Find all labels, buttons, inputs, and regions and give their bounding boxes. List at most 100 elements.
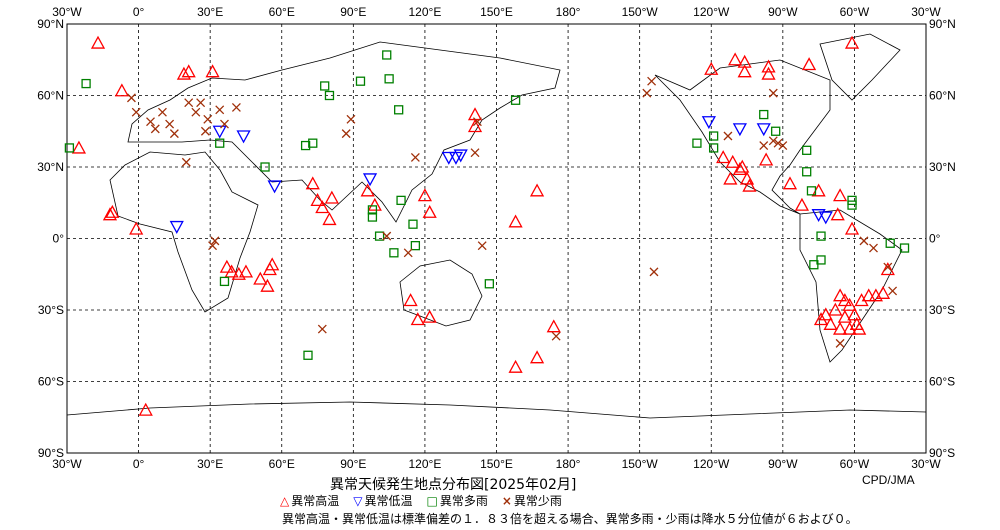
- longitude-label: 180°: [556, 457, 581, 471]
- heavy-precip-marker: [367, 205, 378, 215]
- heavy-precip-marker: [708, 131, 719, 141]
- latitude-label: 60°N: [929, 89, 956, 103]
- high-temp-marker: [732, 162, 747, 176]
- latitude-label: 90°S: [929, 446, 955, 460]
- africa-outline: [109, 151, 259, 313]
- heavy-precip-marker: [389, 248, 399, 258]
- heavy-precip-marker: [847, 195, 857, 206]
- heavy-precip-marker: [759, 109, 769, 120]
- high-temp-marker: [833, 288, 848, 302]
- low-temp-marker: [818, 211, 833, 225]
- light-precip-marker: [150, 124, 160, 134]
- south-america-outline: [799, 209, 903, 363]
- heavy-precip-marker: [394, 105, 404, 115]
- light-precip-marker: [410, 153, 420, 162]
- heavy-precip-marker: [219, 276, 230, 287]
- heavy-precip-marker: [81, 78, 91, 89]
- high-temp-marker: [854, 293, 869, 307]
- graticule: [67, 24, 926, 453]
- light-precip-marker: [346, 114, 356, 124]
- high-temp-marker: [842, 321, 857, 335]
- longitude-label: 120°W: [693, 457, 730, 471]
- heavy-precip-marker: [408, 219, 418, 229]
- high-temp-marker: [508, 214, 523, 228]
- longitude-labels-bottom: 30°W 0° 30°E 60°E 90°E 120°E 150°E 180° 150°W 120…: [52, 457, 941, 471]
- high-temp-marker: [847, 307, 862, 321]
- latitude-label: 30°S: [929, 303, 955, 317]
- light-precip-marker: [191, 107, 201, 117]
- heavy-precip-marker: [802, 167, 812, 177]
- light-precip-marker: [215, 105, 225, 115]
- legend-item-light-precip: × 異常少雨: [502, 492, 562, 509]
- high-temp-marker: [260, 278, 275, 292]
- latitude-label: 90°N: [37, 17, 64, 31]
- longitude-label: 150°E: [480, 5, 513, 19]
- longitude-label: 150°E: [480, 457, 513, 471]
- high-temp-marker: [861, 288, 876, 302]
- latitude-label: 60°S: [929, 375, 955, 389]
- light-precip-marker: [649, 267, 659, 277]
- legend-item-low-temp: ▽ 異常低温: [353, 492, 412, 509]
- heavy-precip-marker: [396, 195, 406, 206]
- high-temp-marker: [844, 221, 860, 235]
- australia-outline: [399, 259, 483, 327]
- latitude-labels-right: 90°N 60°N 30°N 0° 30°S 60°S 90°S: [929, 17, 956, 460]
- heavy-precip-marker: [324, 90, 335, 101]
- light-precip-marker: [157, 107, 167, 117]
- light-precip-marker: [220, 119, 229, 129]
- high-temp-marker: [310, 193, 325, 207]
- credit-label: CPD/JMA: [862, 473, 915, 487]
- high-temp-marker: [114, 83, 129, 97]
- high-temp-marker: [262, 262, 277, 276]
- heavy-precip-marker: [885, 238, 895, 248]
- high-temp-marker: [422, 204, 437, 218]
- high-temp-marker: [71, 140, 87, 154]
- high-temp-marker: [422, 309, 437, 323]
- high-temp-marker: [828, 302, 843, 316]
- heavy-precip-marker: [809, 260, 819, 270]
- light-precip-marker: [768, 88, 778, 98]
- latitude-label: 0°: [53, 232, 65, 246]
- heavy-precip-marker: [484, 279, 494, 289]
- light-precip-marker: [184, 98, 194, 108]
- light-precip-marker: [208, 241, 218, 251]
- longitude-label: 150°W: [622, 5, 659, 19]
- light-precip-marker: [126, 93, 136, 103]
- latitude-labels-left: 90°N 60°N 30°N 0° 30°S 60°S 90°S: [37, 17, 64, 460]
- light-precip-marker: [759, 141, 769, 151]
- high-temp-marker: [546, 319, 561, 333]
- high-temp-marker: [830, 207, 845, 221]
- high-temp-marker: [737, 64, 752, 78]
- high-temp-marker: [737, 54, 752, 68]
- heavy-precip-marker: [64, 143, 75, 153]
- low-temp-marker: [267, 180, 282, 194]
- light-precip-marker: [341, 129, 351, 139]
- map-title: 異常天候発生地点分布図[2025年02月]: [330, 477, 577, 493]
- heavy-precip-marker: [899, 243, 910, 253]
- latitude-label: 60°S: [38, 375, 64, 389]
- heavy-precip-marker: [260, 162, 270, 172]
- cross-icon: ×: [501, 494, 512, 508]
- longitude-label: 180°: [556, 5, 581, 19]
- antarctica-outline: [66, 401, 927, 419]
- light-precip-marker: [888, 286, 898, 296]
- high-temp-marker: [224, 264, 239, 278]
- heavy-precip-marker: [771, 126, 781, 136]
- high-temp-marker: [852, 321, 867, 335]
- low-temp-marker: [212, 125, 227, 139]
- high-temp-marker: [403, 293, 418, 307]
- map-frame: [66, 23, 927, 454]
- high-temp-marker: [219, 259, 234, 273]
- legend-label: 異常高温: [291, 494, 340, 508]
- latitude-label: 90°S: [38, 446, 64, 460]
- low-temp-marker: [701, 116, 716, 130]
- heavy-precip-marker: [806, 186, 817, 196]
- triangle-up-icon: △: [280, 494, 290, 508]
- high-temp-marker: [761, 66, 776, 80]
- low-temp-marker: [236, 130, 251, 144]
- longitude-label: 0°: [133, 5, 145, 19]
- longitude-label: 30°W: [52, 457, 82, 471]
- longitude-label: 30°W: [911, 457, 941, 471]
- high-temp-marker: [322, 212, 337, 226]
- heavy-precip-marker: [692, 138, 702, 148]
